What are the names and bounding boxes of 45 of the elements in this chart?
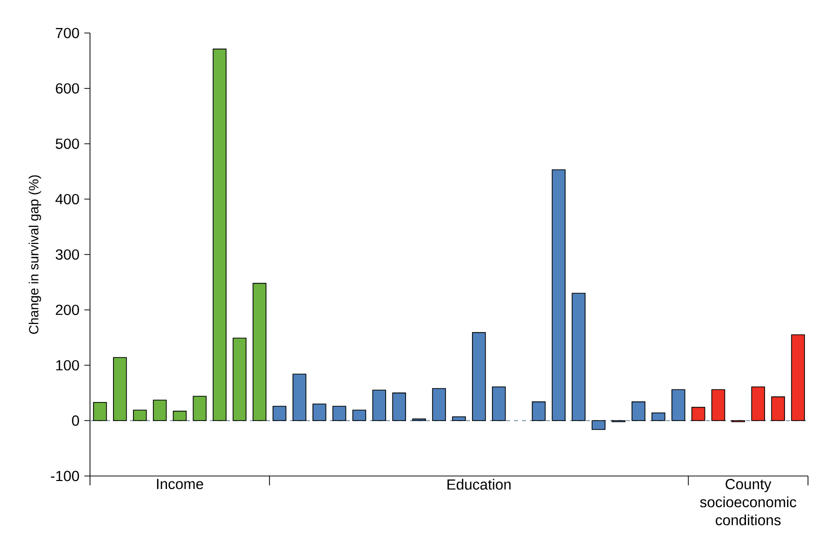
- text: County socioeconomic conditions: [700, 478, 796, 526]
- text: Income: [157, 478, 204, 490]
- bar: [552, 169, 566, 422]
- bar: [671, 389, 686, 422]
- bar: [492, 386, 506, 422]
- y-tick-label: 600: [56, 83, 80, 94]
- bar: [751, 386, 766, 422]
- bar: [152, 400, 167, 422]
- bar: [172, 410, 187, 422]
- bar: [192, 396, 207, 422]
- y-tick-label: 400: [55, 194, 80, 204]
- bar: [572, 292, 586, 422]
- bar: [132, 410, 147, 422]
- bar: [93, 402, 107, 422]
- bar: [652, 412, 666, 422]
- bar: [212, 48, 227, 422]
- bar: [113, 357, 127, 422]
- y-axis-title: Change in survival gap (%): [28, 175, 42, 334]
- bar: [592, 420, 606, 430]
- bar: [372, 390, 386, 422]
- bar: [691, 406, 706, 422]
- bar: [452, 416, 466, 422]
- bar: [711, 389, 726, 422]
- bar: [312, 404, 326, 422]
- y-tick-label: 200: [56, 304, 80, 316]
- bar: [352, 410, 366, 422]
- bar: [432, 388, 446, 422]
- text: Education: [448, 478, 511, 490]
- bar: [292, 374, 306, 422]
- y-tick-label: 300: [56, 249, 80, 260]
- bar: [392, 392, 406, 422]
- y-tick-label: 700: [56, 28, 80, 38]
- bar: [272, 406, 286, 422]
- y-tick-label: 0: [72, 415, 80, 426]
- bar: [472, 332, 486, 422]
- y-tick-label: 500: [56, 138, 80, 149]
- bar: [791, 334, 805, 422]
- bar: [232, 338, 246, 422]
- bar: [771, 396, 785, 422]
- bar: [632, 401, 646, 422]
- y-tick-label: 100: [56, 360, 80, 370]
- bar: [332, 406, 346, 422]
- bar: [252, 282, 266, 422]
- bar: [532, 401, 546, 422]
- y-tick-label: -100: [50, 470, 80, 482]
